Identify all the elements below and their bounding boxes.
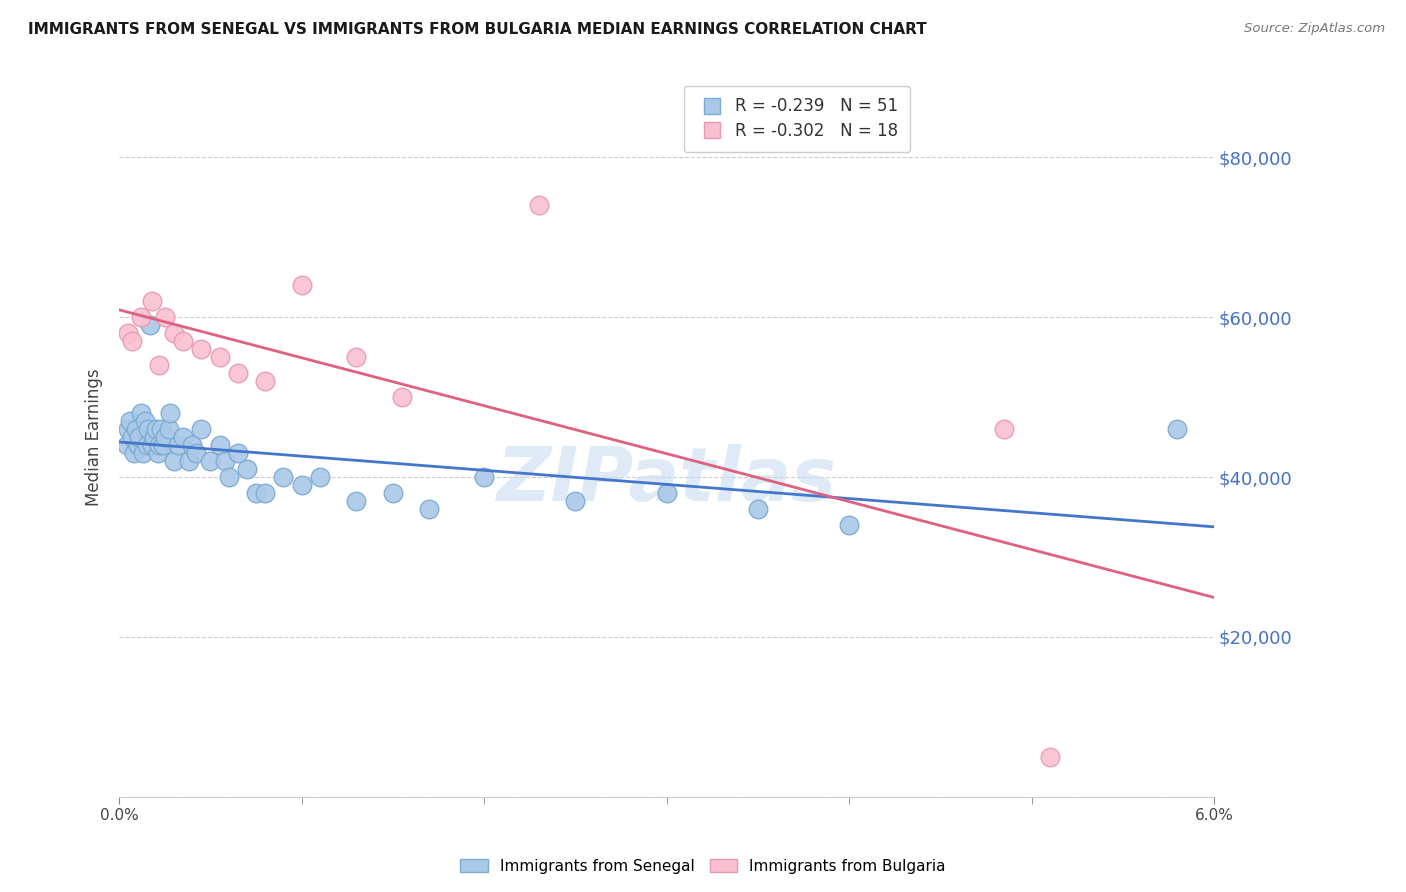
Point [177, 454, 200, 468]
Point [125, 422, 148, 436]
Point [135, 438, 157, 452]
Point [141, 438, 163, 452]
Point [120, 414, 142, 428]
Point [159, 406, 181, 420]
Point [172, 430, 194, 444]
Point [148, 438, 170, 452]
Point [655, 486, 678, 500]
Point [150, 422, 173, 436]
Point [346, 494, 368, 508]
Legend: R = -0.239   N = 51, R = -0.302   N = 18: R = -0.239 N = 51, R = -0.302 N = 18 [683, 86, 910, 152]
Point [245, 486, 267, 500]
Point [273, 470, 295, 484]
Text: Source: ZipAtlas.com: Source: ZipAtlas.com [1244, 22, 1385, 36]
Point [142, 430, 165, 444]
Point [132, 446, 155, 460]
Point [208, 438, 231, 452]
Point [838, 518, 860, 533]
Point [146, 446, 169, 460]
Point [472, 470, 495, 484]
Point [134, 414, 156, 428]
Point [153, 310, 176, 325]
Point [145, 422, 167, 436]
Point [208, 350, 231, 364]
Point [226, 446, 249, 460]
Point [190, 342, 212, 356]
Point [418, 502, 440, 516]
Point [564, 494, 586, 508]
Point [138, 422, 160, 436]
Point [127, 438, 149, 452]
Point [214, 454, 236, 468]
Point [254, 486, 277, 500]
Point [381, 486, 404, 500]
Point [993, 422, 1015, 436]
Point [254, 374, 277, 388]
Point [200, 454, 222, 468]
Text: IMMIGRANTS FROM SENEGAL VS IMMIGRANTS FROM BULGARIA MEDIAN EARNINGS CORRELATION : IMMIGRANTS FROM SENEGAL VS IMMIGRANTS FR… [28, 22, 927, 37]
Point [139, 318, 162, 333]
Point [226, 366, 249, 380]
Point [141, 294, 163, 309]
Point [163, 326, 186, 341]
Point [129, 406, 152, 420]
Point [184, 446, 207, 460]
Point [172, 334, 194, 348]
Point [291, 278, 314, 293]
Y-axis label: Median Earnings: Median Earnings [86, 368, 103, 506]
Point [1166, 422, 1188, 436]
Point [129, 310, 152, 325]
Legend: Immigrants from Senegal, Immigrants from Bulgaria: Immigrants from Senegal, Immigrants from… [454, 853, 952, 880]
Point [128, 430, 150, 444]
Point [391, 390, 413, 404]
Point [747, 502, 769, 516]
Point [163, 454, 186, 468]
Text: ZIPatlas: ZIPatlas [496, 443, 837, 516]
Point [291, 478, 314, 492]
Point [346, 350, 368, 364]
Point [236, 462, 259, 476]
Point [117, 326, 139, 341]
Point [115, 438, 138, 452]
Point [190, 422, 212, 436]
Point [309, 470, 332, 484]
Point [157, 422, 180, 436]
Point [218, 470, 240, 484]
Point [117, 422, 139, 436]
Point [166, 438, 188, 452]
Point [121, 334, 143, 348]
Point [152, 438, 174, 452]
Point [181, 438, 204, 452]
Point [1039, 749, 1062, 764]
Point [121, 430, 143, 444]
Point [527, 198, 550, 212]
Point [148, 358, 170, 372]
Point [153, 430, 176, 444]
Point [122, 446, 145, 460]
